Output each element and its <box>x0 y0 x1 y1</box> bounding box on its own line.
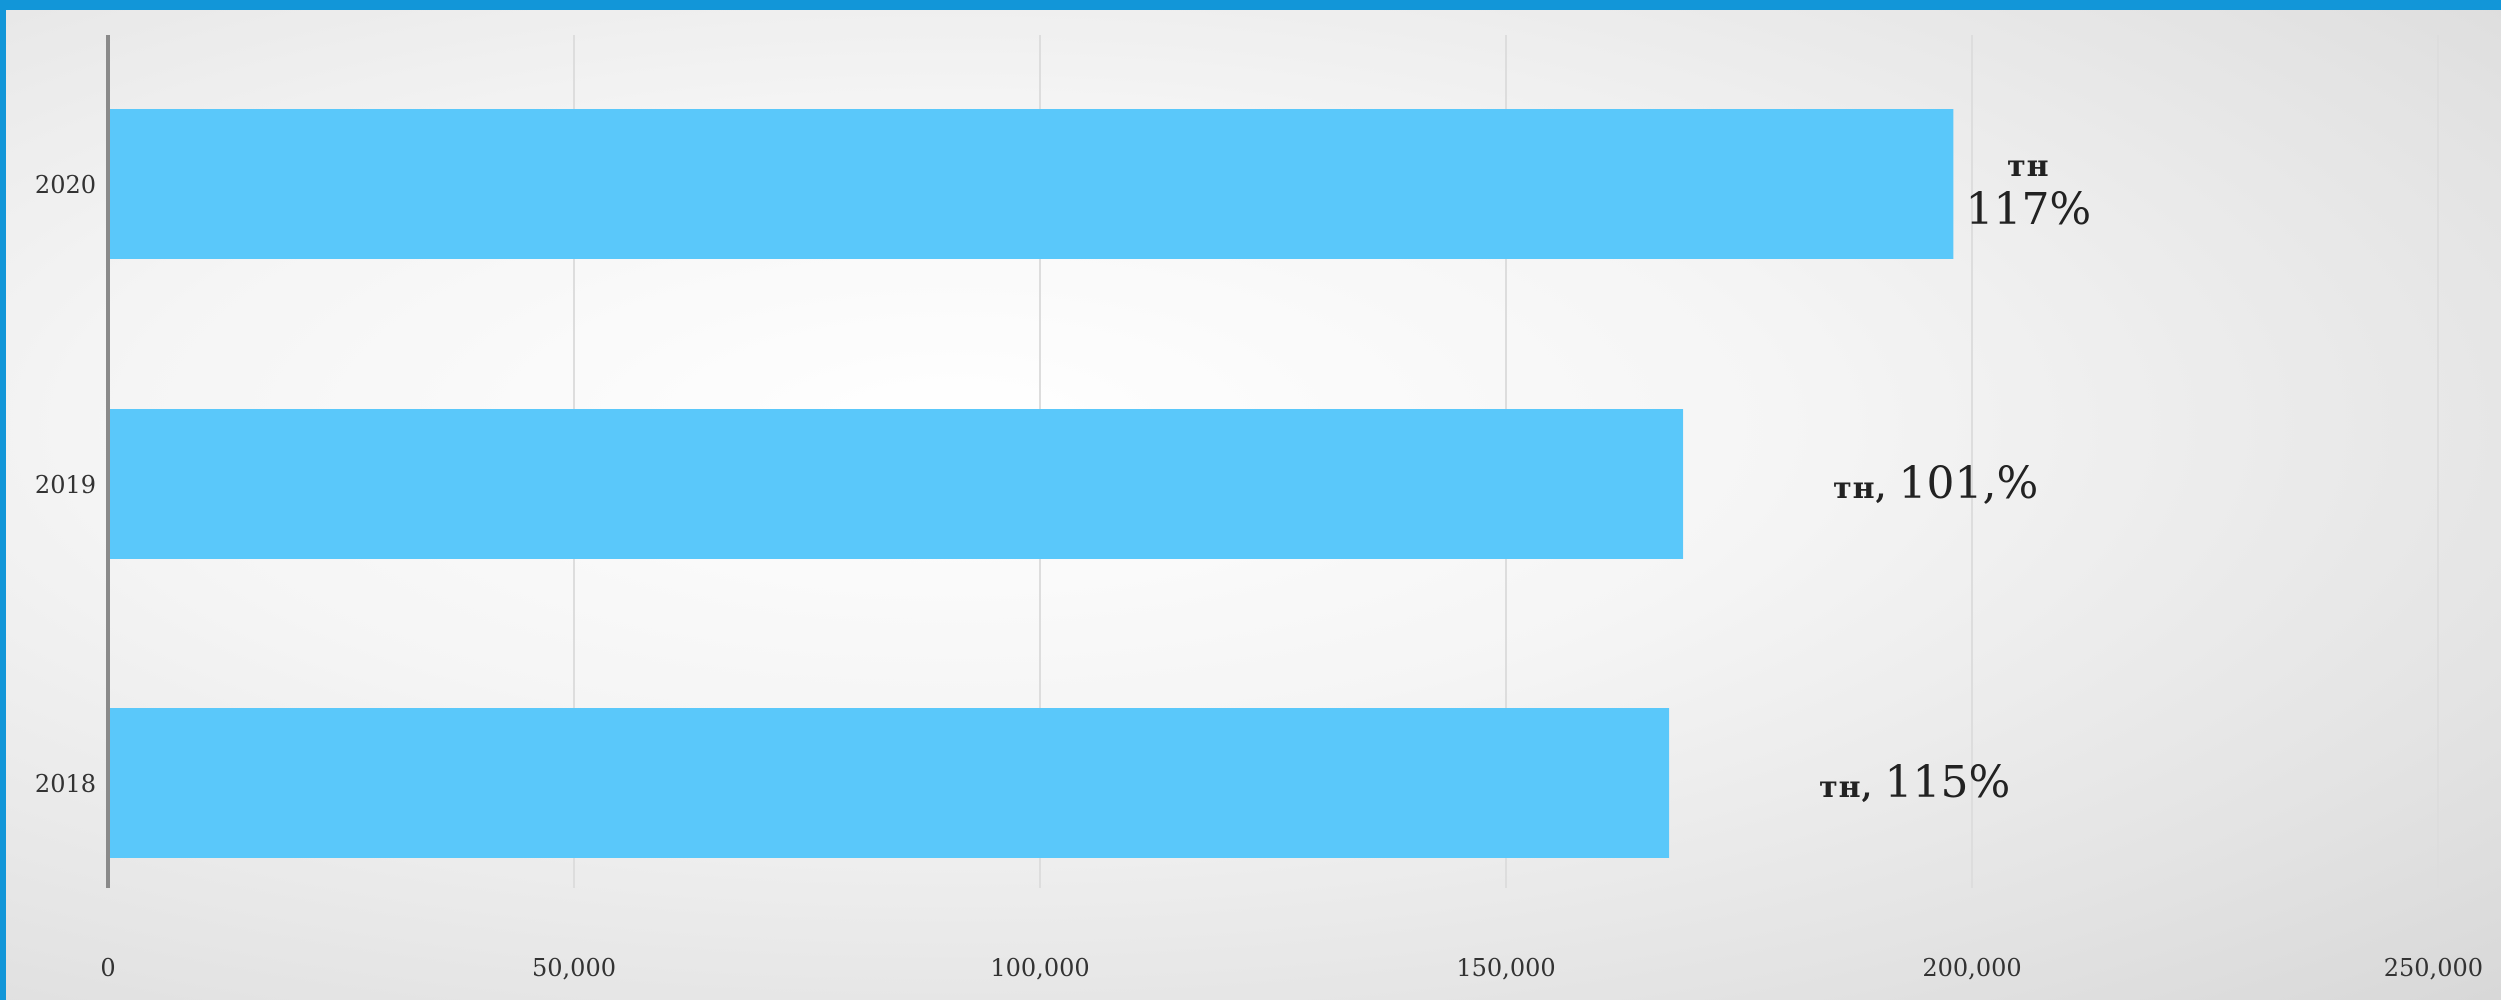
x-tick-labels: 0 50,000 100,000 150,000 200,000 250,000 <box>100 954 2483 982</box>
data-label-unit: тн, <box>1833 471 1898 506</box>
y-tick-labels: 2020 2019 2018 <box>35 171 96 798</box>
bar-chart: 2020 2019 2018 0 50,000 100,000 150,000 200,00… <box>35 35 2483 982</box>
x-tick-label: 150,000 <box>1456 954 1555 982</box>
x-tick-label: 200,000 <box>1922 954 2021 982</box>
data-label: тн, 115% <box>1819 757 2010 808</box>
y-tick-label: 2020 <box>35 171 96 199</box>
chart-frame: 2020 2019 2018 0 50,000 100,000 150,000 200,00… <box>6 10 2501 1000</box>
data-label-value: 101,% <box>1899 458 2039 509</box>
data-label: тн, 101,% <box>1833 458 2038 509</box>
data-label-value: 117% <box>1965 184 2091 235</box>
bar-2019 <box>108 409 1684 559</box>
x-tick-label: 250,000 <box>2384 954 2483 982</box>
bar-2018 <box>108 708 1670 858</box>
x-tick-label: 0 <box>100 954 115 982</box>
x-tick-label: 50,000 <box>532 954 616 982</box>
bar-layer <box>108 109 1954 858</box>
bar-2020 <box>108 109 1954 259</box>
data-label-unit: тн <box>2007 149 2050 184</box>
data-label-unit: тн, <box>1819 770 1884 805</box>
y-tick-label: 2019 <box>35 471 96 499</box>
data-label-value: 115% <box>1885 757 2011 808</box>
y-tick-label: 2018 <box>35 770 96 798</box>
x-tick-label: 100,000 <box>990 954 1089 982</box>
